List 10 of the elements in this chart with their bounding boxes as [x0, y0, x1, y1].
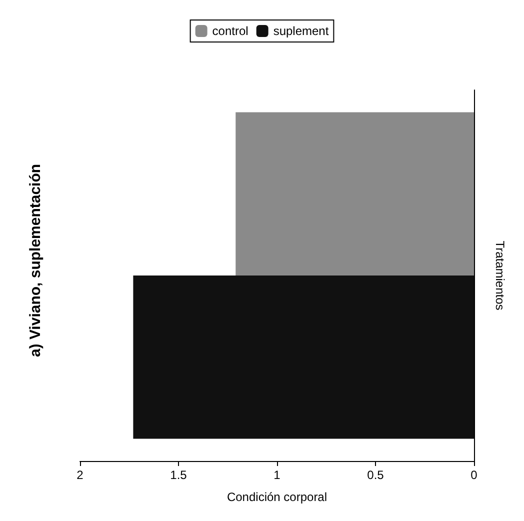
x-tick-label: 1 — [274, 468, 281, 482]
text: a) Viviano, suplementación — [27, 164, 44, 358]
x-tick-label: 0 — [470, 468, 478, 482]
x-tick-label: 1.5 — [170, 468, 188, 482]
legend-label: suplement — [273, 24, 330, 38]
legend-label: control — [212, 24, 248, 38]
x-axis-title: Condición corporal — [226, 490, 328, 504]
x-tick-label: 2 — [76, 468, 84, 482]
x-tick-label: 0.5 — [367, 468, 384, 482]
y-axis-title: Tratamientos — [493, 240, 507, 310]
